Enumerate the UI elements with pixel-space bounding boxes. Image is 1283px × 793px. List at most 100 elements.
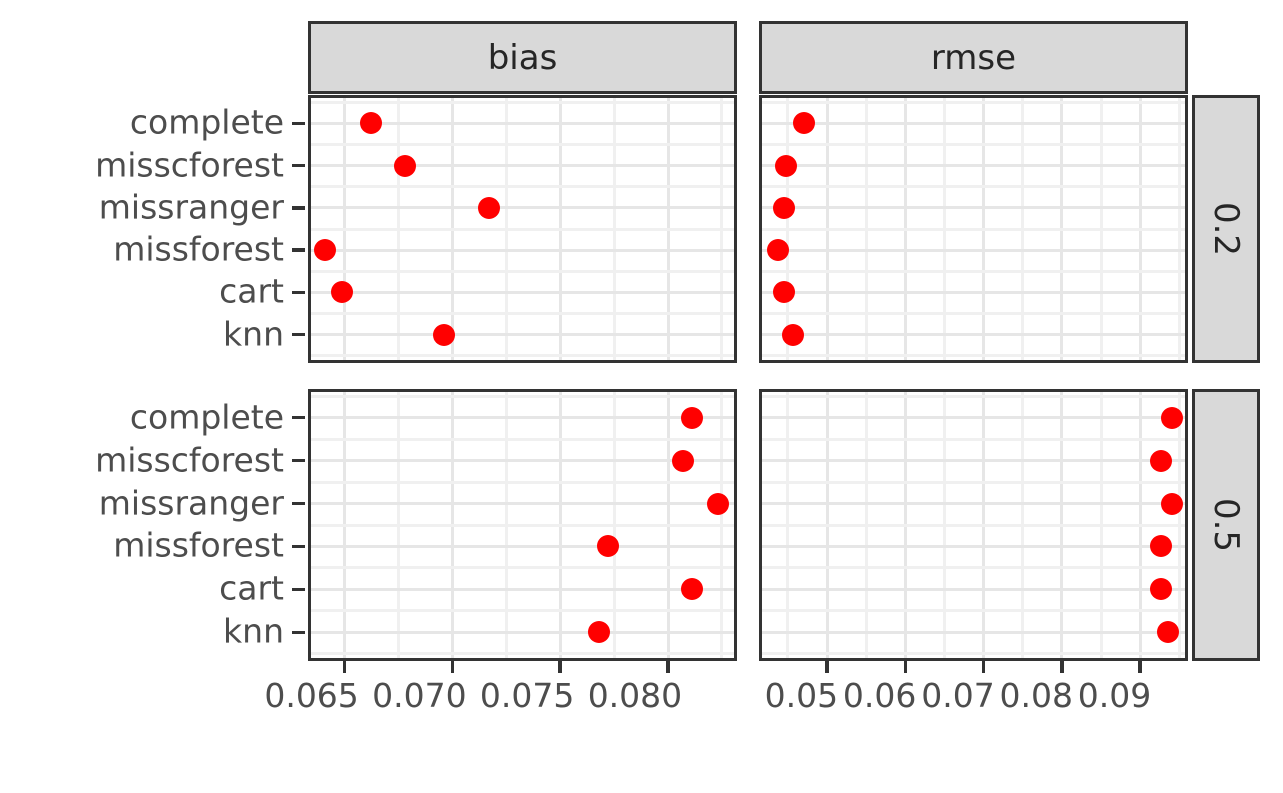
y-axis-label-missranger: missranger — [98, 483, 284, 523]
point-bias-0.2-missranger — [478, 196, 501, 219]
point-bias-0.2-complete — [359, 112, 382, 135]
y-axis-label-complete: complete — [129, 103, 284, 143]
y-tick — [292, 121, 305, 126]
gridline-y-minor — [762, 312, 1185, 316]
point-bias-0.2-missforest — [314, 239, 337, 262]
y-axis-label-missforest: missforest — [113, 526, 284, 566]
gridline-y-minor — [311, 523, 734, 527]
facet-strip-row-0.2: 0.2 — [1192, 95, 1260, 363]
gridline-y-minor — [762, 354, 1185, 358]
gridline-y-minor — [311, 185, 734, 189]
x-axis-tick-label: 0.075 — [479, 676, 575, 715]
y-axis-label-misscforest: misscforest — [95, 440, 284, 480]
y-axis-label-knn: knn — [223, 314, 284, 354]
x-axis-tick-label: 0.07 — [921, 676, 995, 715]
gridline-y-minor — [311, 354, 734, 358]
x-tick — [825, 661, 829, 673]
x-tick — [981, 661, 986, 673]
gridline-y-major — [762, 248, 1185, 252]
x-tick — [1138, 661, 1142, 673]
x-tick — [558, 661, 562, 673]
y-axis-label-complete: complete — [129, 397, 284, 437]
gridline-y-major — [762, 459, 1185, 463]
gridline-y-minor — [762, 566, 1185, 570]
gridline-y-minor — [762, 394, 1185, 398]
gridline-y-major — [311, 544, 734, 548]
point-rmse-0.5-missranger — [1160, 492, 1183, 515]
x-tick — [342, 661, 347, 673]
gridline-y-major — [762, 544, 1185, 548]
gridline-y-minor — [311, 394, 734, 398]
point-bias-0.2-cart — [331, 281, 354, 304]
panel-rmse-0.5 — [759, 389, 1188, 661]
gridline-y-major — [762, 290, 1185, 294]
point-rmse-0.5-knn — [1157, 621, 1180, 644]
gridline-y-minor — [311, 142, 734, 146]
gridline-y-major — [311, 333, 734, 337]
gridline-y-minor — [311, 269, 734, 273]
x-axis-tick-label: 0.080 — [587, 676, 683, 715]
gridline-y-major — [311, 459, 734, 463]
point-bias-0.5-knn — [588, 621, 611, 644]
gridline-y-minor — [762, 185, 1185, 189]
gridline-y-major — [762, 121, 1185, 125]
gridline-y-major — [762, 502, 1185, 506]
y-tick — [292, 587, 305, 592]
point-bias-0.5-cart — [680, 578, 703, 601]
gridline-y-minor — [762, 609, 1185, 613]
x-tick — [903, 661, 908, 673]
gridline-y-minor — [311, 100, 734, 104]
gridline-y-major — [762, 416, 1185, 420]
facet-strip-row-0.5: 0.5 — [1192, 389, 1260, 661]
x-axis-tick-label: 0.09 — [1077, 676, 1152, 715]
point-rmse-0.5-complete — [1160, 406, 1183, 429]
y-axis-label-cart: cart — [219, 272, 284, 312]
point-rmse-0.2-cart — [773, 281, 796, 304]
y-axis-label-cart: cart — [219, 569, 284, 609]
gridline-y-minor — [311, 480, 734, 484]
point-bias-0.5-complete — [680, 406, 703, 429]
facet-strip-row-0.5-label: 0.5 — [1205, 497, 1246, 553]
gridline-y-major — [311, 290, 734, 294]
y-axis-label-knn: knn — [223, 611, 284, 651]
gridline-y-major — [762, 587, 1185, 591]
gridline-y-minor — [311, 312, 734, 316]
gridline-y-minor — [311, 609, 734, 613]
y-tick — [292, 332, 305, 337]
y-tick — [292, 458, 305, 463]
point-rmse-0.2-misscforest — [775, 154, 798, 177]
point-rmse-0.5-cart — [1150, 578, 1173, 601]
facet-strip-row-0.2-label: 0.2 — [1205, 201, 1246, 257]
y-tick — [292, 248, 305, 252]
gridline-y-minor — [311, 652, 734, 656]
y-tick — [292, 163, 305, 168]
point-rmse-0.2-complete — [793, 112, 816, 135]
y-tick — [292, 415, 305, 420]
y-tick — [292, 206, 305, 210]
gridline-y-major — [311, 206, 734, 210]
point-bias-0.5-missforest — [596, 535, 619, 558]
point-rmse-0.2-knn — [782, 323, 805, 346]
gridline-y-major — [311, 416, 734, 420]
y-tick — [292, 544, 305, 549]
point-rmse-0.2-missforest — [766, 239, 789, 262]
facet-strip-bias: bias — [308, 21, 737, 94]
gridline-y-major — [311, 121, 734, 125]
panel-rmse-0.2 — [759, 95, 1188, 363]
point-bias-0.2-misscforest — [394, 154, 416, 177]
x-axis-tick-label: 0.065 — [264, 676, 359, 715]
gridline-y-minor — [311, 566, 734, 570]
gridline-y-major — [762, 164, 1185, 168]
gridline-y-major — [762, 206, 1185, 210]
y-tick — [292, 290, 305, 295]
y-tick — [292, 630, 305, 634]
point-bias-0.5-misscforest — [672, 449, 695, 472]
gridline-y-major — [311, 587, 734, 591]
gridline-y-minor — [762, 480, 1185, 484]
gridline-y-minor — [762, 269, 1185, 273]
x-axis-tick-label: 0.05 — [764, 676, 839, 715]
point-bias-0.5-missranger — [706, 492, 729, 515]
x-axis-tick-label: 0.070 — [372, 676, 467, 715]
gridline-y-minor — [762, 100, 1185, 104]
gridline-y-major — [311, 502, 734, 506]
